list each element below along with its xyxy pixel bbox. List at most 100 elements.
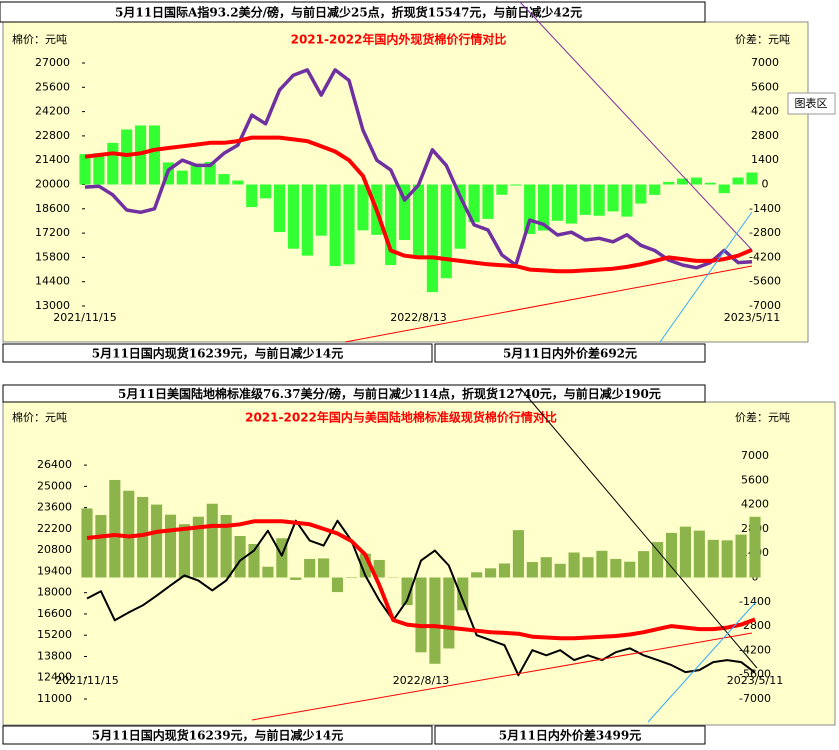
bar	[330, 185, 341, 267]
bar	[457, 578, 468, 611]
bar	[749, 517, 760, 578]
bar	[513, 530, 524, 577]
bar	[580, 185, 591, 215]
y2-axis-label: 价差：元吨	[735, 32, 790, 46]
y2-tick-label: 5600	[751, 80, 779, 93]
y-tick-label: 22200	[37, 522, 72, 535]
bar	[680, 527, 691, 578]
bar	[652, 542, 663, 577]
y-axis-label: 棉价：元吨	[12, 32, 67, 46]
bar	[107, 143, 118, 185]
bar	[357, 185, 368, 231]
y-tick-label: 19400	[37, 564, 72, 577]
bar	[302, 185, 313, 256]
bar	[332, 578, 343, 593]
y-tick-label: 15200	[37, 628, 72, 641]
y-tick-label: 25000	[37, 479, 72, 492]
bar	[443, 578, 454, 649]
bar	[471, 572, 482, 577]
bar	[413, 185, 424, 257]
bar	[95, 515, 106, 577]
y-tick-label: 27000	[35, 56, 70, 69]
y2-tick-label: -4200	[739, 643, 771, 656]
bar	[441, 185, 452, 279]
bar	[151, 505, 162, 578]
y-tick-label: 26400	[37, 458, 72, 471]
bar	[346, 578, 357, 579]
bar	[736, 535, 747, 578]
y2-tick-label: 0	[762, 178, 769, 191]
bar	[177, 171, 188, 185]
bar	[541, 557, 552, 577]
y2-tick-label: 2800	[751, 129, 779, 142]
note: 5月11日国内现货16239元，与前日减少14元	[92, 728, 344, 743]
bar	[218, 174, 229, 184]
bar	[246, 185, 257, 208]
bar	[610, 559, 621, 578]
y2-tick-label: 1400	[751, 153, 779, 166]
bar	[705, 183, 716, 185]
bar	[207, 504, 218, 578]
chart-title: 2021-2022年国内外现货棉价行情对比	[291, 32, 507, 47]
bar	[719, 185, 730, 194]
bar	[524, 185, 535, 234]
bar	[427, 185, 438, 293]
bar	[663, 182, 674, 185]
bar	[93, 153, 104, 184]
y2-tick-label: 5600	[741, 473, 769, 486]
y-axis-label: 棉价：元吨	[12, 410, 67, 424]
bar	[179, 524, 190, 577]
y-tick-label: 24200	[35, 105, 70, 118]
y-tick-label: 22800	[35, 129, 70, 142]
y2-tick-label: 7000	[741, 449, 769, 462]
bar	[635, 185, 646, 204]
y-tick-label: 20000	[35, 178, 70, 191]
bar	[274, 185, 285, 233]
y-tick-label: 15800	[35, 250, 70, 263]
y-tick-label: 17200	[35, 226, 70, 239]
y-tick-label: 20800	[37, 543, 72, 556]
bar	[79, 154, 90, 184]
bar	[582, 557, 593, 577]
bar	[649, 185, 660, 195]
bar	[621, 185, 632, 217]
tooltip: 图表区	[795, 96, 828, 110]
bar	[594, 185, 605, 216]
bar	[733, 178, 744, 185]
y2-tick-label: -4200	[749, 250, 781, 263]
bar	[415, 578, 426, 653]
bar	[624, 562, 635, 578]
note: 5月11日国际A指93.2美分/磅，与前日减少25点，折现货15547元，与前日…	[115, 5, 582, 20]
bar	[109, 480, 120, 578]
bar	[566, 185, 577, 224]
note: 5月11日美国陆地棉标准级76.37美分/磅，与前日减少114点，折现货1274…	[118, 386, 661, 401]
x-tick-label: 2022/8/13	[393, 674, 449, 687]
y2-tick-label: 7000	[751, 56, 779, 69]
bar	[746, 172, 757, 184]
y-tick-label: 23600	[37, 501, 72, 514]
y-tick-label: 13800	[37, 649, 72, 662]
bar	[485, 568, 496, 577]
bar	[569, 553, 580, 578]
x-tick-label: 2022/8/13	[390, 311, 446, 324]
bar	[596, 551, 607, 578]
bar	[81, 508, 92, 577]
bar	[482, 185, 493, 219]
note: 5月11日国内现货16239元，与前日减少14元	[92, 346, 344, 361]
y-tick-label: 18000	[37, 586, 72, 599]
bar	[290, 578, 301, 580]
bar	[527, 562, 538, 577]
bar	[666, 533, 677, 578]
bar	[318, 558, 329, 577]
y2-tick-label: 4200	[741, 498, 769, 511]
bar	[343, 185, 354, 265]
bar	[260, 185, 271, 199]
y2-axis-label: 价差：元吨	[735, 410, 790, 424]
bar	[555, 564, 566, 578]
x-tick-label: 2023/5/11	[724, 311, 780, 324]
bar	[316, 185, 327, 236]
bar	[607, 185, 618, 212]
y-tick-label: 11000	[37, 692, 72, 705]
